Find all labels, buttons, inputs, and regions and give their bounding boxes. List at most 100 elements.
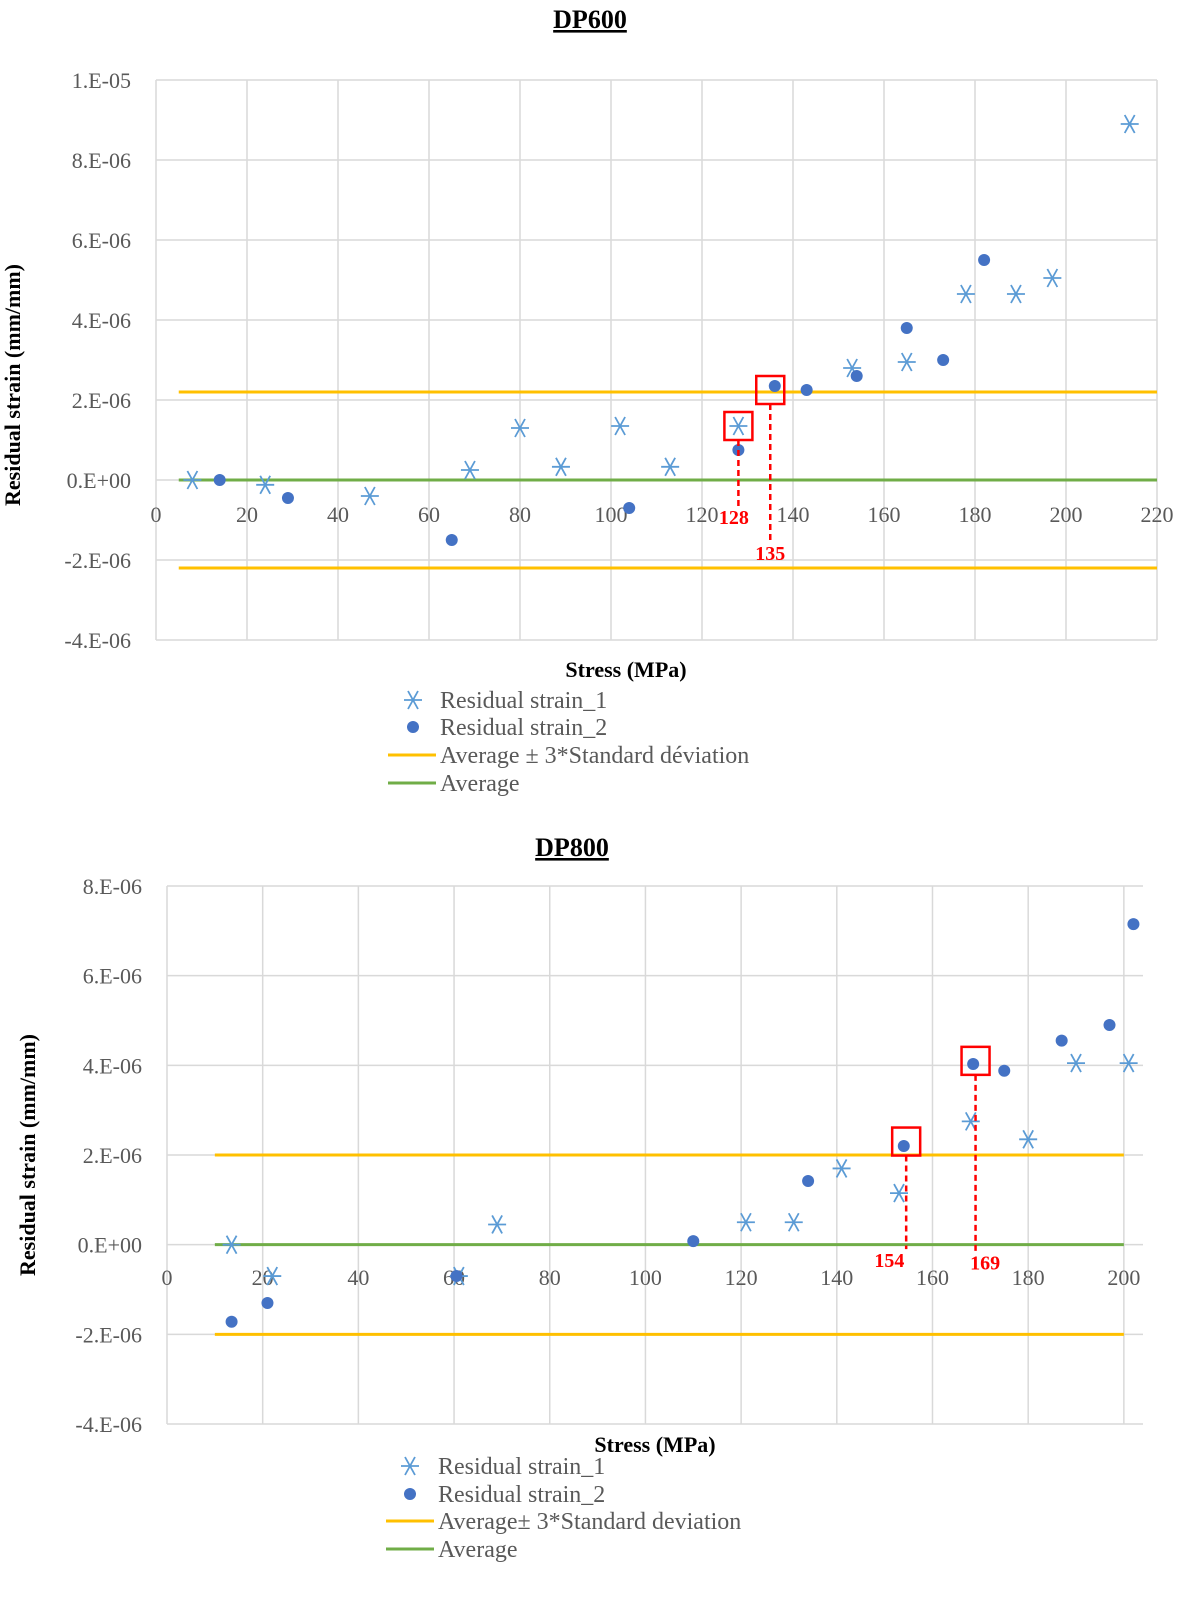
point-residual-strain-1 — [511, 418, 529, 438]
legend-label: Average — [438, 1537, 518, 1563]
threshold-annotation: 154 — [874, 1126, 922, 1272]
x-tick-label: 220 — [1141, 502, 1174, 527]
point-residual-strain-2 — [213, 474, 226, 486]
x-tick-label: 140 — [777, 502, 810, 527]
point-residual-strain-1 — [661, 457, 680, 477]
legend-item: Residual strain_1 — [401, 1454, 605, 1480]
point-residual-strain-2 — [850, 370, 863, 382]
y-tick-label: 8.E-06 — [72, 148, 131, 173]
legend: Residual strain_1 Residual strain_2 Aver… — [386, 1454, 741, 1563]
data-points — [183, 114, 1139, 546]
x-tick-label: 200 — [1107, 1265, 1140, 1290]
legend-item: Residual strain_1 — [404, 688, 607, 714]
y-tick-labels: -4.E-06 -2.E-06 0.E+00 2.E-06 4.E-06 6.E-06 8.… — [64, 68, 131, 653]
point-residual-strain-2 — [802, 1175, 815, 1188]
x-tick-label: 200 — [1050, 502, 1083, 527]
threshold-annotation: 169 — [960, 1045, 1000, 1274]
chart-title: DP800 — [535, 833, 609, 862]
dot-marker-icon — [407, 721, 419, 733]
x-tick-label: 160 — [868, 502, 901, 527]
y-tick-label: 6.E-06 — [83, 964, 142, 989]
point-residual-strain-1 — [961, 1111, 980, 1131]
y-tick-label: 0.E+00 — [78, 1233, 142, 1258]
legend-item: Average± 3*Standard deviation — [386, 1509, 741, 1535]
x-tick-label: 20 — [252, 1265, 274, 1290]
point-residual-strain-2 — [967, 1057, 980, 1070]
annotation-label: 154 — [874, 1250, 904, 1272]
x-tick-label: 120 — [725, 1265, 758, 1290]
point-residual-strain-1 — [360, 486, 379, 506]
point-residual-strain-2 — [623, 502, 636, 514]
point-residual-strain-1 — [222, 1235, 241, 1255]
annotation-label: 128 — [719, 507, 749, 529]
gridlines — [155, 79, 1158, 641]
y-tick-label: 4.E-06 — [72, 308, 131, 333]
point-residual-strain-1 — [890, 1183, 908, 1203]
x-tick-label: 140 — [820, 1265, 853, 1290]
x-tick-label: 160 — [916, 1265, 949, 1290]
reference-lines — [178, 390, 1157, 570]
x-tick-label: 100 — [595, 502, 628, 527]
x-tick-label: 80 — [509, 502, 531, 527]
point-residual-strain-1 — [1019, 1129, 1038, 1149]
legend-label: Residual strain_1 — [440, 688, 607, 714]
point-residual-strain-2 — [1103, 1018, 1116, 1031]
point-residual-strain-1 — [1006, 284, 1025, 304]
legend-label: Residual strain_1 — [438, 1454, 605, 1480]
data-points — [222, 918, 1140, 1328]
x-tick-label: 100 — [629, 1265, 662, 1290]
x-axis-title: Stress (MPa) — [565, 657, 686, 682]
point-residual-strain-2 — [937, 354, 950, 366]
point-residual-strain-1 — [832, 1159, 851, 1178]
point-residual-strain-1 — [736, 1212, 755, 1232]
point-residual-strain-1 — [897, 352, 916, 372]
y-axis-title: Residual strain (mm/mm) — [15, 1034, 40, 1276]
y-tick-label: -2.E-06 — [64, 548, 131, 573]
point-residual-strain-2 — [445, 534, 458, 546]
legend-label: Average — [440, 771, 520, 797]
point-residual-strain-1 — [1119, 1053, 1138, 1073]
legend-label: Residual strain_2 — [440, 715, 607, 741]
chart-dp600: DP600 -4.E-06 -2.E-06 0.E+00 2.E-06 4.E-06 6.… — [0, 5, 1174, 797]
x-tick-label: 180 — [1012, 1265, 1045, 1290]
point-residual-strain-2 — [687, 1235, 700, 1248]
point-residual-strain-2 — [998, 1064, 1011, 1077]
point-residual-strain-2 — [225, 1315, 238, 1328]
point-residual-strain-1 — [460, 460, 479, 480]
point-residual-strain-2 — [261, 1296, 274, 1309]
x-tick-label: 40 — [347, 1265, 369, 1290]
x-tick-label: 120 — [686, 502, 719, 527]
legend-item: Residual strain_2 — [407, 715, 607, 741]
point-residual-strain-1 — [784, 1212, 803, 1232]
legend-item: Average — [388, 771, 520, 797]
threshold-annotation: 128 — [719, 410, 754, 529]
legend: Residual strain_1 Residual strain_2 Aver… — [388, 688, 749, 797]
y-tick-label: -4.E-06 — [64, 628, 131, 653]
annotation-label: 169 — [970, 1252, 1000, 1274]
annotations: 128 135 — [719, 374, 786, 565]
x-tick-label: 180 — [959, 502, 992, 527]
point-residual-strain-1 — [956, 284, 975, 304]
x-tick-labels: 0 20 40 60 80 100 120 140 160 180 200 220 — [151, 502, 1174, 527]
x-tick-label: 80 — [539, 1265, 561, 1290]
annotation-label: 135 — [755, 543, 785, 565]
asterisk-marker-icon — [401, 1456, 419, 1476]
point-residual-strain-2 — [768, 380, 781, 392]
point-residual-strain-2 — [900, 322, 913, 334]
chart-dp800: DP800 -4.E-06 -2.E-06 0.E+00 2.E-06 4.E-06 6.… — [15, 833, 1143, 1563]
x-tick-label: 20 — [236, 502, 258, 527]
point-residual-strain-2 — [1055, 1034, 1068, 1047]
point-residual-strain-1 — [256, 475, 275, 495]
reference-lines — [214, 1153, 1124, 1336]
point-residual-strain-2 — [978, 254, 991, 266]
y-tick-label: 2.E-06 — [72, 388, 131, 413]
dot-marker-icon — [404, 1488, 416, 1500]
y-tick-label: 0.E+00 — [67, 468, 131, 493]
point-residual-strain-2 — [800, 384, 813, 396]
point-residual-strain-2 — [1127, 918, 1140, 931]
x-axis-title: Stress (MPa) — [594, 1432, 715, 1457]
y-tick-label: -2.E-06 — [75, 1322, 142, 1347]
point-residual-strain-1 — [729, 416, 748, 436]
